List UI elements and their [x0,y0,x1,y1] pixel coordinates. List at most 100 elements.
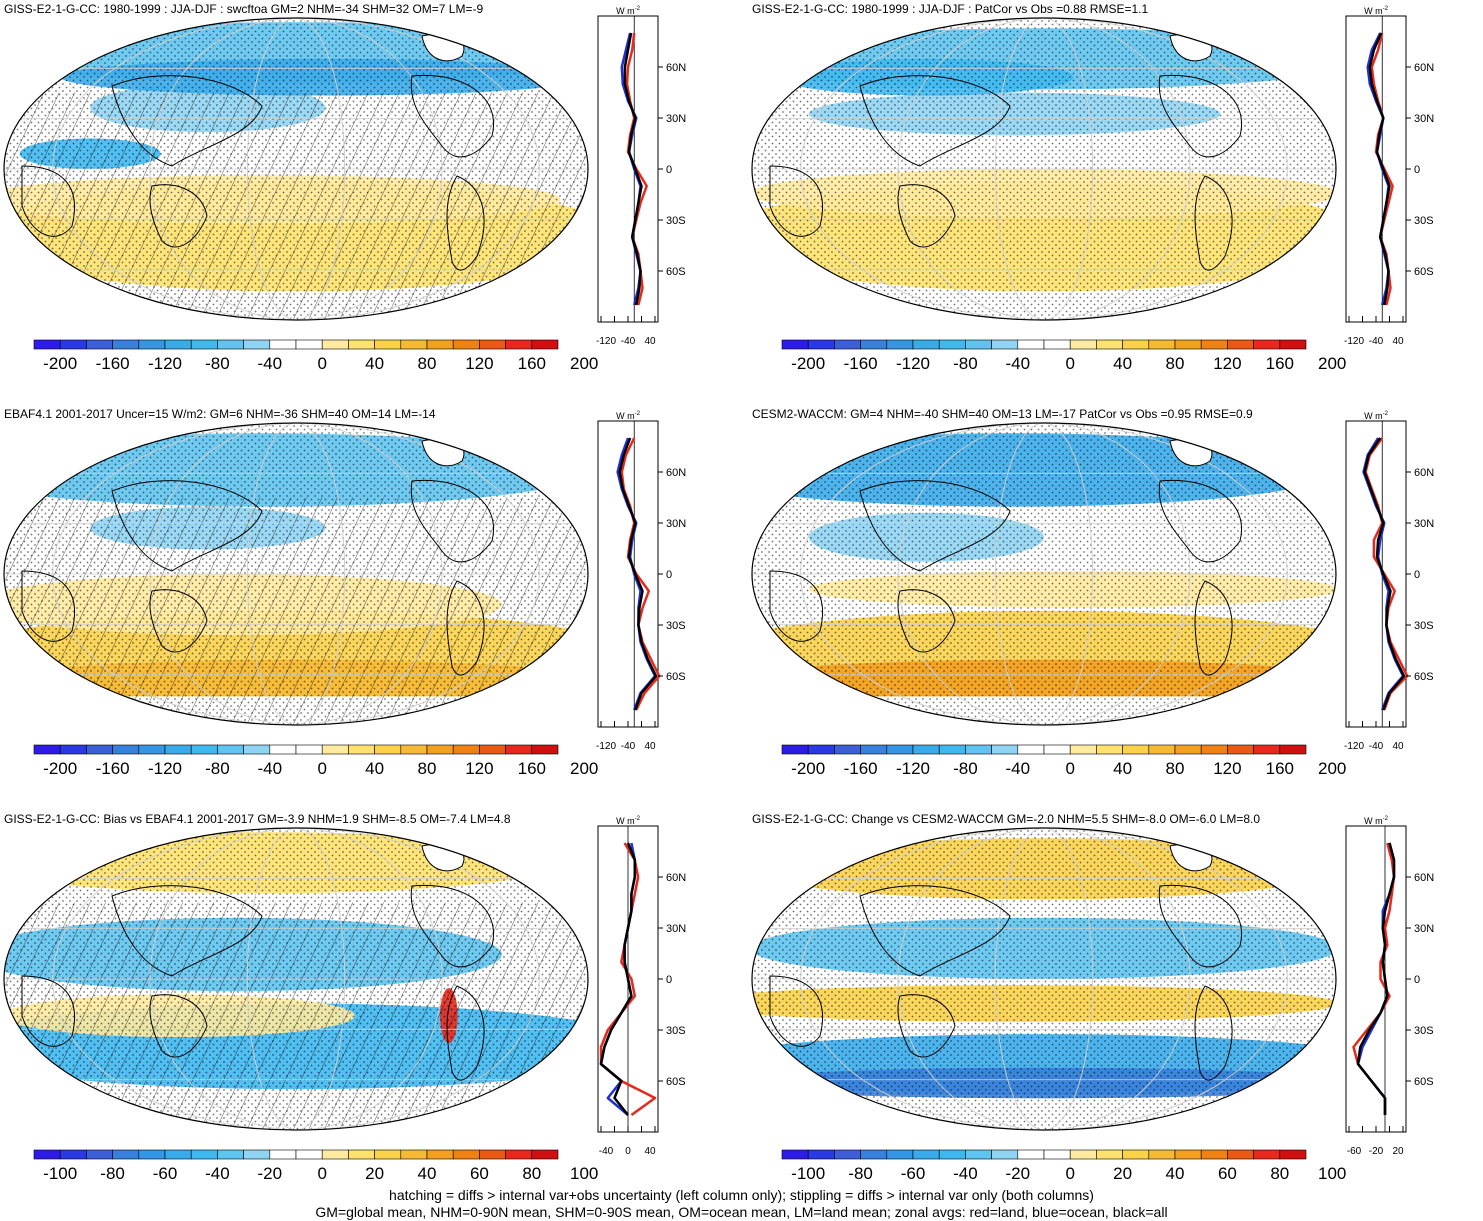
colorbar-swatch [1279,744,1307,755]
colorbar-label: -20 [258,1164,283,1183]
colorbar-swatch [374,1149,402,1160]
colorbar-label: -80 [205,759,230,778]
colorbar-swatch [505,744,533,755]
zonal-x-tick-label: -120 [596,741,616,752]
colorbar-label: 40 [1113,759,1132,778]
colorbar-swatch [965,1149,992,1160]
lat-tick-label: 60S [1414,671,1434,683]
coastlines [769,438,1242,676]
colorbar-label: 120 [1213,354,1241,373]
colorbar-swatch [1174,744,1202,755]
colorbar-swatch [1174,1149,1202,1160]
lat-tick-label: 0 [666,164,672,176]
colorbar-label: -200 [791,759,825,778]
colorbar-swatch [912,744,940,755]
colorbar-swatch [1200,339,1228,350]
lat-tick-label: 30S [1414,1025,1434,1037]
colorbar-swatch [1253,339,1281,350]
colorbar-swatch [348,1149,375,1160]
colorbar-swatch [243,339,271,350]
zonal-frame [1345,420,1407,728]
zonal-line-all [623,32,643,306]
footnote-line-1: hatching = diffs > internal var+obs unce… [389,1187,1094,1203]
colorbar-label: 100 [570,1164,598,1183]
colorbar: -200 -160 -120 -80 -40 0 40 80 120 160 200 [781,744,1346,778]
colorbar-swatch [531,744,559,755]
colorbar-swatch [912,1149,940,1160]
colorbar-swatch [164,744,192,755]
lat-tick-label: 60S [666,671,686,683]
colorbar-swatch [938,744,966,755]
lat-tick-label: 30N [666,518,686,530]
panel-title: GISS-E2-1-G-CC: Change vs CESM2-WACCM GM… [752,812,1261,826]
graticule [4,828,588,1130]
zonal-line-all [1356,842,1396,1115]
colorbar-swatch [886,339,914,350]
lat-tick-label: 30S [666,215,686,227]
colorbar-swatch [860,1149,888,1160]
zonal-average-plot: 60N 30N 0 30S 60S -40 0 40 W m-2 [597,816,686,1157]
zonal-frame [1345,825,1407,1133]
colorbar-label: 200 [1318,354,1346,373]
lat-tick-label: 60N [666,872,686,884]
map [751,422,1337,726]
colorbar-label: -40 [1006,354,1031,373]
lat-tick-label: 60S [1414,266,1434,278]
colorbar-label: -120 [148,759,182,778]
colorbar-label: -200 [43,759,77,778]
colorbar-swatch [348,744,375,755]
colorbar-swatch [1122,744,1150,755]
lat-tick-label: 30S [666,1025,686,1037]
colorbar-swatch [295,339,323,350]
zonal-frame [597,420,659,728]
colorbar-label: -80 [205,354,230,373]
zonal-line-all [618,437,658,711]
lat-tick-label: 30N [1414,113,1434,125]
colorbar-swatch [400,1149,428,1160]
zonal-line-all [1368,32,1391,306]
colorbar-label: 80 [1270,1164,1289,1183]
hatch-overlay [4,497,588,725]
map [751,17,1337,321]
colorbar-swatch [807,339,835,350]
colorbar-swatch [991,339,1019,350]
colorbar-label: -60 [153,1164,178,1183]
colorbar-label: 80 [1166,354,1185,373]
zonal-x-tick-label: -120 [1344,336,1364,347]
colorbar-swatch [1200,1149,1228,1160]
colorbar-label: 0 [1065,354,1074,373]
colorbar: -100 -80 -60 -40 -20 0 20 40 60 80 100 [33,1149,598,1183]
colorbar-swatch [1227,1149,1254,1160]
colorbar-swatch [1069,744,1097,755]
zonal-average-plot: 60N 30N 0 30S 60S -120 -40 40 W m-2 [596,6,686,347]
colorbar-label: -160 [96,354,130,373]
lat-tick-label: 30S [1414,620,1434,632]
colorbar-swatch [190,1149,218,1160]
colorbar-swatch [59,339,87,350]
map [3,827,589,1131]
colorbar-swatch [269,339,297,350]
colorbar-label: 80 [522,1164,541,1183]
colorbar-swatch [1096,339,1123,350]
panel-title: GISS-E2-1-G-CC: Bias vs EBAF4.1 2001-201… [4,812,511,826]
colorbar-swatch [217,744,244,755]
colorbar-label: -40 [258,354,283,373]
colorbar-swatch [781,1149,809,1160]
colorbar-label: 200 [570,354,598,373]
colorbar-label: -60 [901,1164,926,1183]
zonal-x-tick-label: 40 [644,336,656,347]
colorbar-label: 160 [518,354,546,373]
colorbar-swatch [86,339,113,350]
lat-tick-label: 60N [1414,872,1434,884]
colorbar-swatch [807,1149,835,1160]
colorbar-swatch [243,1149,271,1160]
lat-tick-label: 30N [666,113,686,125]
colorbar-label: -100 [791,1164,825,1183]
colorbar-swatch [321,339,349,350]
colorbar-swatch [1279,1149,1307,1160]
colorbar-swatch [1227,339,1254,350]
colorbar-label: 40 [1113,354,1132,373]
colorbar-label: 40 [418,1164,437,1183]
lat-tick-label: 30S [1414,215,1434,227]
colorbar-label: -120 [896,759,930,778]
